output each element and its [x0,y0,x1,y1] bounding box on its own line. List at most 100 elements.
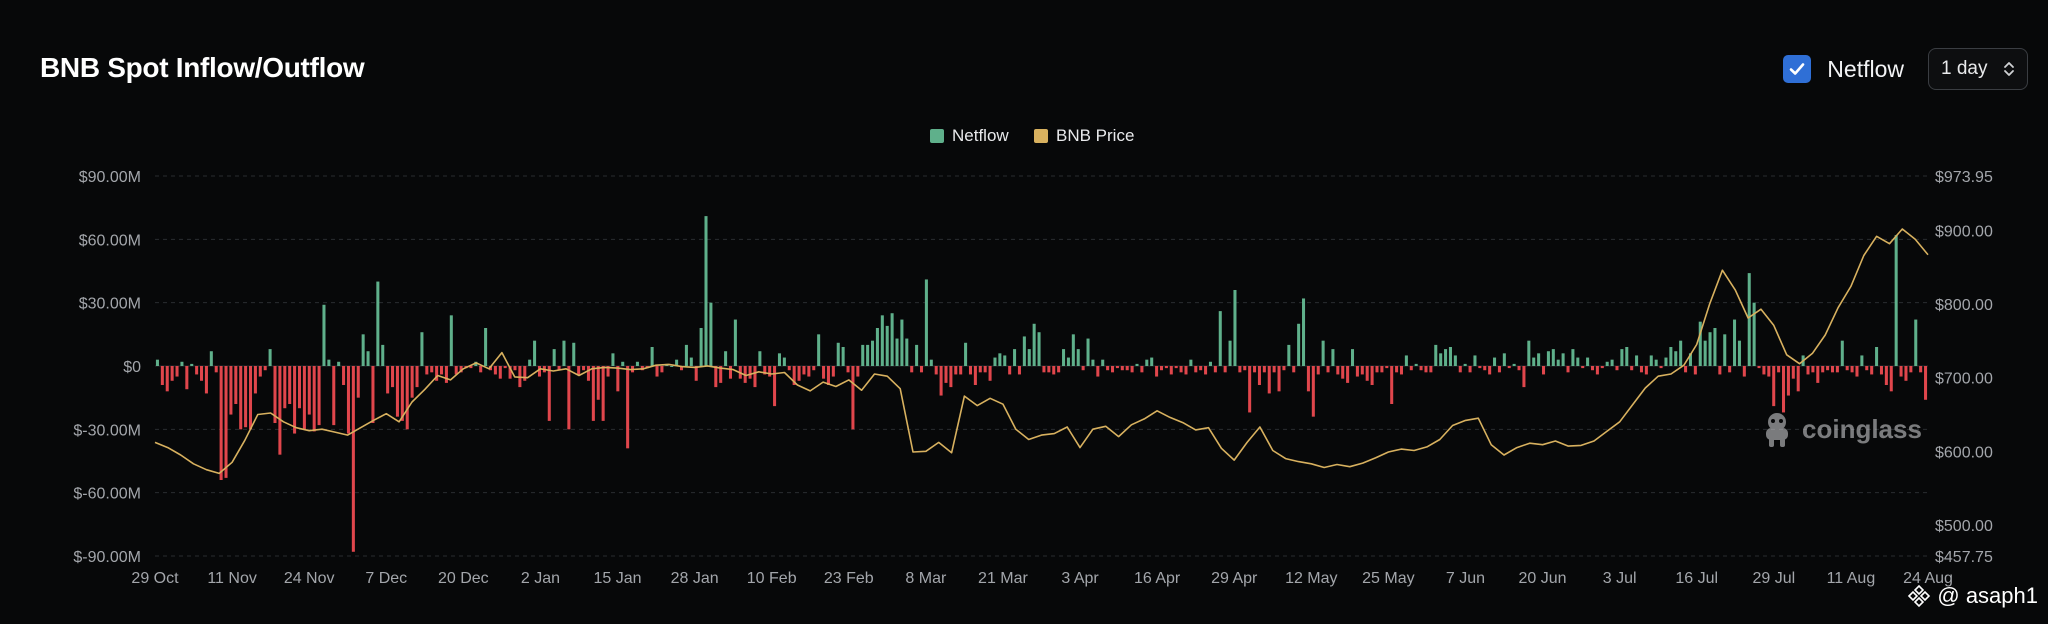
x-tick-label: 28 Jan [671,570,719,587]
netflow-bar [1213,366,1217,373]
netflow-bar [763,366,767,375]
netflow-bar [1571,349,1575,366]
netflow-toggle-label[interactable]: Netflow [1827,55,1904,82]
netflow-bar [1101,359,1105,366]
netflow-bars [155,216,1928,552]
netflow-bar [1130,366,1134,373]
netflow-bar [1762,366,1766,375]
netflow-bar [841,347,845,366]
netflow-bar [1419,366,1423,371]
netflow-bar [170,366,174,381]
netflow-bar [1096,366,1100,377]
netflow-bar [1635,355,1639,366]
netflow-bar [1625,347,1629,366]
netflow-bar [469,366,473,369]
netflow-bar [1003,355,1007,366]
period-select-value: 1 day [1941,58,1988,79]
netflow-bar [1125,366,1129,371]
x-tick-label: 8 Mar [905,570,947,587]
netflow-bar [552,349,556,366]
checkmark-icon [1789,63,1805,75]
netflow-bar [660,366,664,373]
netflow-bar [1542,366,1546,375]
netflow-bar [493,366,497,375]
netflow-bar [1527,340,1531,366]
netflow-bar [1659,366,1663,369]
netflow-bar [1277,366,1281,392]
netflow-bar [1875,347,1879,366]
netflow-checkbox[interactable] [1783,55,1812,83]
netflow-bar [1047,366,1051,373]
netflow-bar [1772,366,1776,407]
netflow-bar [1336,366,1340,375]
netflow-bar [1282,366,1286,371]
netflow-bar [1752,302,1756,366]
netflow-bar [1448,347,1452,366]
netflow-bar [327,359,331,366]
netflow-bar [1924,366,1928,400]
price-line [154,228,1929,475]
netflow-bar [724,351,728,366]
netflow-bar [1179,366,1183,373]
netflow-bar [596,366,600,400]
netflow-bar [1708,332,1712,366]
netflow-bar [1674,351,1678,366]
netflow-bar [165,366,169,392]
netflow-bar [1385,366,1389,369]
netflow-bar [454,366,458,375]
coinglass-watermark: coinglass [1760,410,1922,448]
netflow-bar [1468,366,1472,373]
y-left-tick-label: $60.00M [79,232,141,249]
netflow-bar [449,315,453,366]
netflow-bar [1850,366,1854,373]
netflow-bar [1595,366,1599,375]
netflow-bar [1272,366,1276,373]
netflow-bar [1899,366,1903,377]
netflow-bar [728,366,733,379]
netflow-bar [1649,355,1653,366]
netflow-bar [797,366,801,381]
netflow-bar [650,347,654,366]
netflow-bar [459,366,463,373]
netflow-bar [871,340,875,366]
netflow-bar [831,366,835,377]
netflow-bar [885,325,889,366]
netflow-bar [1262,366,1266,373]
netflow-bar [1302,298,1306,366]
netflow-bar [1610,359,1614,366]
netflow-bar [1399,366,1404,375]
netflow-bar [1444,349,1448,366]
netflow-bar [900,319,904,366]
x-tick-label: 23 Feb [824,570,874,587]
netflow-bar [537,366,541,377]
netflow-bar [1120,366,1124,371]
netflow-bar [939,366,943,396]
netflow-bar [1688,353,1692,366]
netflow-bar [180,361,184,366]
netflow-bar [175,366,179,377]
chart-controls: Netflow 1 day [1783,48,2028,90]
legend-swatch [930,129,944,143]
netflow-bar [626,366,630,449]
netflow-bar [200,366,204,381]
period-select[interactable]: 1 day [1928,48,2028,90]
netflow-bar [1517,366,1521,371]
netflow-bar [1223,366,1227,373]
netflow-bar [293,366,297,434]
x-tick-label: 11 Nov [207,570,257,587]
netflow-bar [1248,366,1252,413]
netflow-bar [278,366,282,455]
netflow-bar [1767,366,1771,377]
netflow-bar [420,332,424,366]
netflow-bar [1679,340,1683,366]
netflow-bar [1414,363,1418,366]
netflow-bar [273,366,277,423]
netflow-bar [1115,366,1119,369]
x-tick-label: 29 Oct [131,570,179,587]
netflow-bar [787,366,791,371]
netflow-bar [430,366,434,373]
netflow-bar [332,366,336,426]
netflow-bar [1052,366,1056,375]
x-tick-label: 2 Jan [521,570,560,587]
netflow-bar [910,366,914,373]
